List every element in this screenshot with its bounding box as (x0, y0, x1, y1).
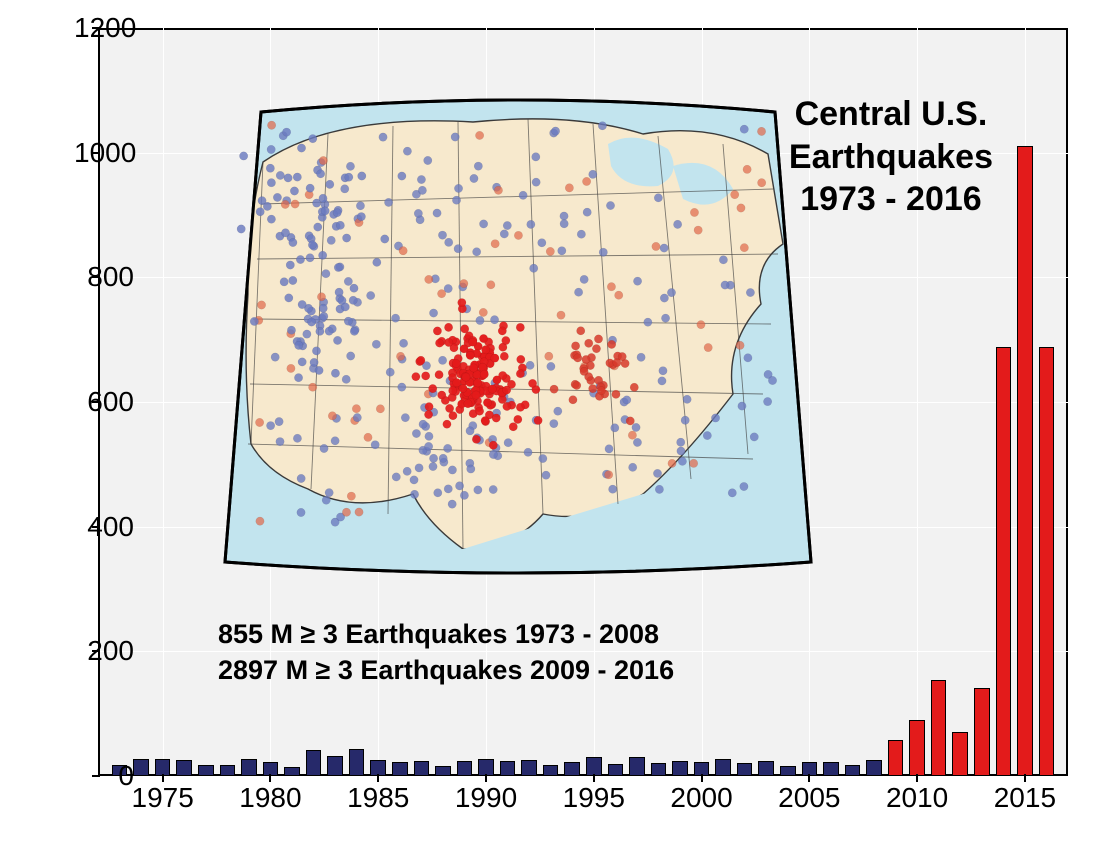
bar-2015 (1017, 146, 1033, 776)
stats-line-2: 2897 M ≥ 3 Earthquakes 2009 - 2016 (218, 655, 674, 685)
bar-1979 (241, 759, 257, 776)
stats-annotation: 855 M ≥ 3 Earthquakes 1973 - 2008 2897 M… (218, 616, 674, 689)
bar-1982 (306, 750, 322, 776)
x-tick-label: 2010 (886, 782, 948, 814)
bar-2012 (952, 732, 968, 776)
stats-line-1: 855 M ≥ 3 Earthquakes 1973 - 2008 (218, 619, 659, 649)
bar-2011 (931, 680, 947, 776)
title-line-3: 1973 - 2016 (800, 180, 982, 218)
bar-1993 (543, 765, 559, 776)
y-tick-label: 200 (74, 635, 134, 667)
y-tick-label: 1000 (74, 137, 134, 169)
bar-1983 (327, 756, 343, 776)
bar-1978 (220, 765, 236, 776)
bar-1998 (651, 763, 667, 776)
bar-2004 (780, 766, 796, 776)
x-tick-label: 1985 (347, 782, 409, 814)
bar-1999 (672, 761, 688, 776)
bar-1981 (284, 767, 300, 776)
y-tick-label: 0 (74, 760, 134, 792)
bar-1988 (435, 766, 451, 776)
bar-1984 (349, 749, 365, 776)
chart: Central U.S. Earthquakes 1973 - 2016 855… (98, 28, 1068, 776)
bar-2016 (1039, 347, 1055, 776)
bar-2014 (996, 347, 1012, 776)
bar-2002 (737, 763, 753, 776)
bar-1974 (133, 759, 149, 776)
bar-1991 (500, 761, 516, 776)
title-line-1: Central U.S. (795, 95, 988, 133)
y-tick-label: 600 (74, 386, 134, 418)
x-tick-label: 1980 (239, 782, 301, 814)
bar-2001 (715, 759, 731, 776)
x-tick-label: 1990 (455, 782, 517, 814)
y-tick-label: 800 (74, 261, 134, 293)
bar-1994 (564, 762, 580, 776)
bar-2008 (866, 760, 882, 776)
bar-2010 (909, 720, 925, 776)
x-tick-label: 2005 (778, 782, 840, 814)
x-tick-label: 2015 (994, 782, 1056, 814)
bar-1986 (392, 762, 408, 776)
bar-2007 (845, 765, 861, 776)
bar-2013 (974, 688, 990, 777)
bar-1989 (457, 761, 473, 776)
bar-1976 (176, 760, 192, 776)
bar-2003 (758, 761, 774, 776)
y-tick-label: 1200 (74, 12, 134, 44)
bar-1996 (608, 764, 624, 776)
bar-1992 (521, 760, 537, 776)
y-tick-label: 400 (74, 511, 134, 543)
bar-1997 (629, 757, 645, 776)
inset-map (213, 94, 823, 584)
x-tick-label: 1975 (132, 782, 194, 814)
bar-1977 (198, 765, 214, 776)
bar-2006 (823, 762, 839, 776)
bar-1987 (414, 761, 430, 776)
x-tick-label: 1995 (563, 782, 625, 814)
x-tick-label: 2000 (670, 782, 732, 814)
bar-2009 (888, 740, 904, 776)
